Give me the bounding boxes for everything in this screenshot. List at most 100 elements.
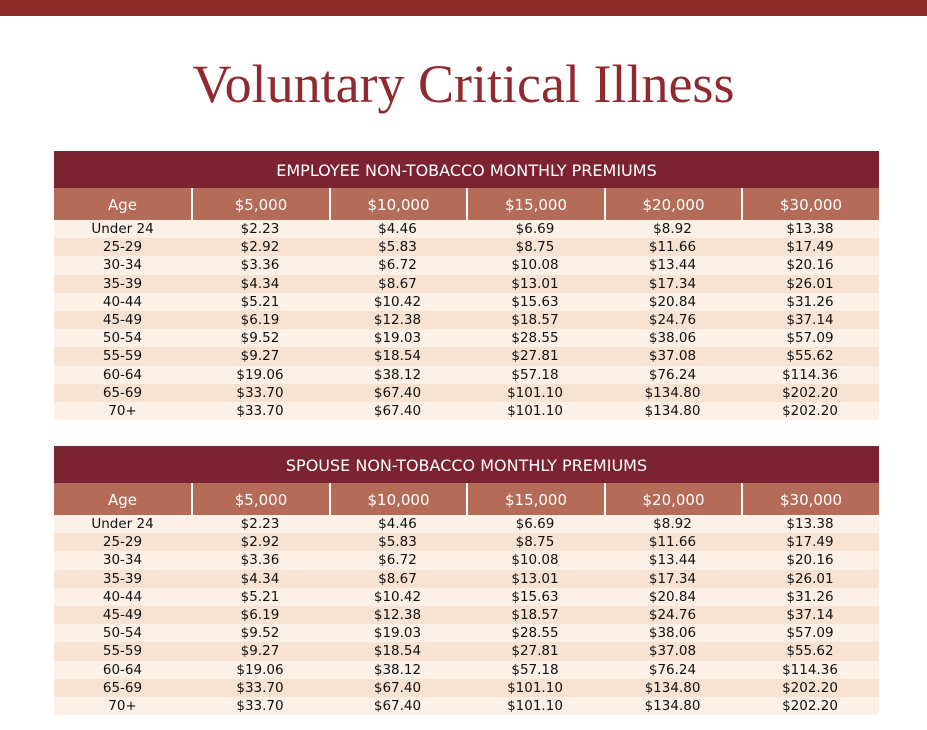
table-cell: 25-29 — [102, 534, 143, 551]
table-cell: $5.83 — [378, 534, 417, 551]
table-cell: $57.18 — [511, 661, 559, 678]
table-cell: 50-54 — [102, 330, 143, 347]
table-cell: $13.38 — [786, 516, 834, 532]
table-cell: $10.08 — [511, 552, 559, 569]
table-cell: $20.84 — [648, 588, 697, 605]
table-cell: $202.20 — [782, 402, 838, 419]
premium-table: EMPLOYEE NON-TOBACCO MONTHLY PREMIUMS Age… — [54, 151, 879, 421]
header-cell: $20,000 — [604, 188, 741, 220]
table-cell: $6.19 — [240, 311, 280, 328]
table-cell: $134.80 — [644, 384, 701, 401]
header-row: Age $5,000 $10,000 $15,000 $20,000 $30,000 — [54, 483, 879, 515]
table-cell: $57.09 — [786, 330, 834, 347]
table-cell: $37.08 — [648, 348, 697, 365]
table-row: 65-69 $33.70 $67.40 $101.10 $134.80 $202.20 — [54, 383, 879, 402]
table-cell: $13.01 — [511, 570, 559, 587]
table-cell: $10.42 — [373, 588, 422, 605]
table-cell: $33.70 — [236, 697, 284, 714]
table-cell: $76.24 — [648, 366, 697, 383]
table-body: Under 24 $2.23 $4.46 $6.69 $8.92 $13.38 25-29 $… — [54, 515, 879, 716]
table-cell: $4.46 — [378, 221, 417, 237]
table-cell: $10.08 — [511, 257, 559, 274]
table-cell: $8.75 — [515, 239, 555, 256]
table-cell: $19.03 — [373, 330, 422, 347]
table-cell: 30-34 — [102, 257, 143, 274]
header-cell: $20,000 — [604, 483, 741, 515]
table-row: 40-44 $5.21 $10.42 $15.63 $20.84 $31.26 — [54, 292, 879, 311]
table-cell: $5.83 — [378, 239, 417, 256]
table-row: 70+ $33.70 $67.40 $101.10 $134.80 $202.20 — [54, 696, 879, 716]
table-cell: $6.72 — [378, 257, 417, 274]
table-cell: $4.46 — [378, 516, 417, 532]
table-row: 65-69 $33.70 $67.40 $101.10 $134.80 $202.20 — [54, 678, 879, 697]
table-cell: $15.63 — [511, 293, 559, 310]
table-cell: $26.01 — [786, 570, 834, 587]
header-row: Age $5,000 $10,000 $15,000 $20,000 $30,000 — [54, 188, 879, 220]
table-cell: 40-44 — [102, 588, 143, 605]
table-cell: 45-49 — [102, 311, 143, 328]
header-cell: $10,000 — [329, 188, 466, 220]
table-cell: $67.40 — [373, 384, 422, 401]
header-cell: $15,000 — [466, 188, 604, 220]
table-cell: 30-34 — [102, 552, 143, 569]
table-row: 60-64 $19.06 $38.12 $57.18 $76.24 $114.36 — [54, 365, 879, 384]
table-cell: $37.14 — [786, 311, 834, 328]
table-cell: $28.55 — [511, 625, 559, 642]
table-row: 25-29 $2.92 $5.83 $8.75 $11.66 $17.49 — [54, 533, 879, 552]
table-cell: $57.09 — [786, 625, 834, 642]
table-cell: $38.06 — [648, 625, 697, 642]
table-cell: $33.70 — [236, 384, 284, 401]
table-cell: $19.03 — [373, 625, 422, 642]
table-cell: $11.66 — [648, 534, 697, 551]
table-cell: $55.62 — [786, 643, 834, 660]
table-cell: $4.34 — [240, 570, 280, 587]
table-cell: $114.36 — [782, 366, 838, 383]
table-row: 30-34 $3.36 $6.72 $10.08 $13.44 $20.16 — [54, 551, 879, 570]
table-cell: $202.20 — [782, 384, 838, 401]
table-cell: $20.84 — [648, 293, 697, 310]
table-cell: 55-59 — [102, 643, 143, 660]
table-cell: $114.36 — [782, 661, 838, 678]
header-cell: Age — [107, 491, 137, 509]
table-cell: 60-64 — [102, 366, 143, 383]
table-cell: $5.21 — [240, 588, 280, 605]
table-cell: $2.23 — [240, 221, 280, 237]
table-cell: $101.10 — [507, 697, 563, 714]
table-cell: $17.49 — [786, 534, 834, 551]
table-cell: $31.26 — [786, 293, 834, 310]
table-cell: $67.40 — [373, 697, 422, 714]
table-cell: $9.52 — [240, 625, 280, 642]
table-cell: $11.66 — [648, 239, 697, 256]
table-body: Under 24 $2.23 $4.46 $6.69 $8.92 $13.38 25-29 $… — [54, 220, 879, 421]
table-cell: $134.80 — [644, 697, 701, 714]
table-cell: $8.67 — [378, 570, 417, 587]
table-title: SPOUSE NON-TOBACCO MONTHLY PREMIUMS — [54, 446, 879, 483]
table-row: 45-49 $6.19 $12.38 $18.57 $24.76 $37.14 — [54, 310, 879, 330]
table-cell: $13.01 — [511, 275, 559, 292]
table-cell: $9.27 — [240, 348, 280, 365]
table-cell: $33.70 — [236, 402, 284, 419]
table-cell: $55.62 — [786, 348, 834, 365]
table-cell: $6.72 — [378, 552, 417, 569]
table-cell: 70+ — [108, 697, 137, 714]
table-cell: $20.16 — [786, 552, 834, 569]
header-cell: Age — [107, 196, 137, 214]
table-cell: $76.24 — [648, 661, 697, 678]
table-row: 70+ $33.70 $67.40 $101.10 $134.80 $202.20 — [54, 401, 879, 421]
table-cell: $31.26 — [786, 588, 834, 605]
table-cell: $134.80 — [644, 679, 701, 696]
table-cell: 60-64 — [102, 661, 143, 678]
table-row: 60-64 $19.06 $38.12 $57.18 $76.24 $114.36 — [54, 660, 879, 679]
table-row: 55-59 $9.27 $18.54 $27.81 $37.08 $55.62 — [54, 642, 879, 661]
table-cell: $18.54 — [373, 348, 422, 365]
table-row: 30-34 $3.36 $6.72 $10.08 $13.44 $20.16 — [54, 256, 879, 275]
table-cell: 65-69 — [102, 679, 143, 696]
table-cell: $28.55 — [511, 330, 559, 347]
table-cell: $6.69 — [515, 221, 555, 237]
table-cell: 45-49 — [102, 606, 143, 623]
table-cell: $17.49 — [786, 239, 834, 256]
table-cell: $37.14 — [786, 606, 834, 623]
header-cell: $15,000 — [466, 483, 604, 515]
table-cell: 35-39 — [102, 275, 143, 292]
